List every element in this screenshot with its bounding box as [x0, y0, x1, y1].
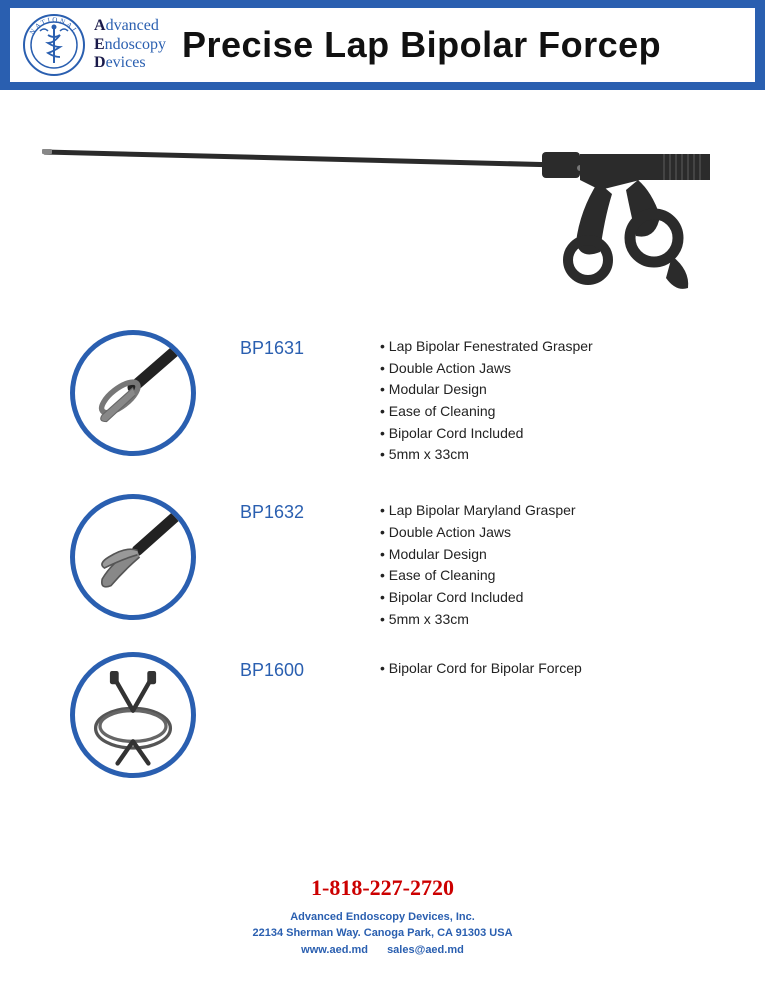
company-word-2: ndoscopy [105, 36, 166, 53]
company-name: Advanced Endoscopy Devices [94, 17, 166, 72]
company-initial-d: D [94, 54, 106, 71]
fenestrated-tip-icon [78, 338, 188, 448]
feature-item: Ease of Cleaning [380, 565, 576, 587]
footer-email: sales@aed.md [387, 944, 464, 956]
footer-phone: 1-818-227-2720 [0, 875, 765, 901]
product-sku: BP1631 [240, 338, 360, 359]
feature-item: Double Action Jaws [380, 522, 576, 544]
company-word-3: evices [106, 54, 146, 71]
logo-seal: NATIONAL [22, 13, 86, 77]
header-band: NATIONAL Advanced Endoscopy Devices Prec… [0, 0, 765, 90]
page-title: Precise Lap Bipolar Forcep [182, 24, 661, 66]
footer-website: www.aed.md [301, 944, 368, 956]
company-initial-e: E [94, 36, 105, 53]
feature-item: Modular Design [380, 544, 576, 566]
product-row: BP1631 Lap Bipolar Fenestrated Grasper D… [70, 330, 690, 466]
product-sku: BP1600 [240, 660, 360, 681]
footer-address: 22134 Sherman Way. Canoga Park, CA 91303… [0, 925, 765, 942]
product-row: BP1600 Bipolar Cord for Bipolar Forcep [70, 652, 690, 782]
footer-contacts: www.aed.md sales@aed.md [0, 942, 765, 959]
product-thumb [70, 494, 200, 624]
product-thumb [70, 652, 200, 782]
feature-item: Bipolar Cord Included [380, 587, 576, 609]
feature-item: Bipolar Cord for Bipolar Forcep [380, 658, 582, 680]
feature-item: Modular Design [380, 379, 593, 401]
feature-item: Bipolar Cord Included [380, 423, 593, 445]
company-initial-a: A [94, 17, 106, 34]
footer-company: Advanced Endoscopy Devices, Inc. [0, 909, 765, 926]
product-features: Bipolar Cord for Bipolar Forcep [380, 658, 582, 680]
feature-item: Lap Bipolar Maryland Grasper [380, 500, 576, 522]
product-row: BP1632 Lap Bipolar Maryland Grasper Doub… [70, 494, 690, 630]
product-sku: BP1632 [240, 502, 360, 523]
feature-item: 5mm x 33cm [380, 444, 593, 466]
product-features: Lap Bipolar Fenestrated Grasper Double A… [380, 336, 593, 466]
feature-item: Lap Bipolar Fenestrated Grasper [380, 336, 593, 358]
hero-product-image [40, 120, 730, 295]
feature-item: 5mm x 33cm [380, 609, 576, 631]
cord-icon [78, 660, 188, 770]
product-list: BP1631 Lap Bipolar Fenestrated Grasper D… [70, 330, 690, 810]
product-features: Lap Bipolar Maryland Grasper Double Acti… [380, 500, 576, 630]
feature-item: Ease of Cleaning [380, 401, 593, 423]
company-word-1: dvanced [106, 17, 159, 34]
feature-item: Double Action Jaws [380, 358, 593, 380]
footer: 1-818-227-2720 Advanced Endoscopy Device… [0, 875, 765, 959]
header-inner: NATIONAL Advanced Endoscopy Devices Prec… [10, 8, 755, 82]
maryland-tip-icon [78, 502, 188, 612]
product-thumb [70, 330, 200, 460]
